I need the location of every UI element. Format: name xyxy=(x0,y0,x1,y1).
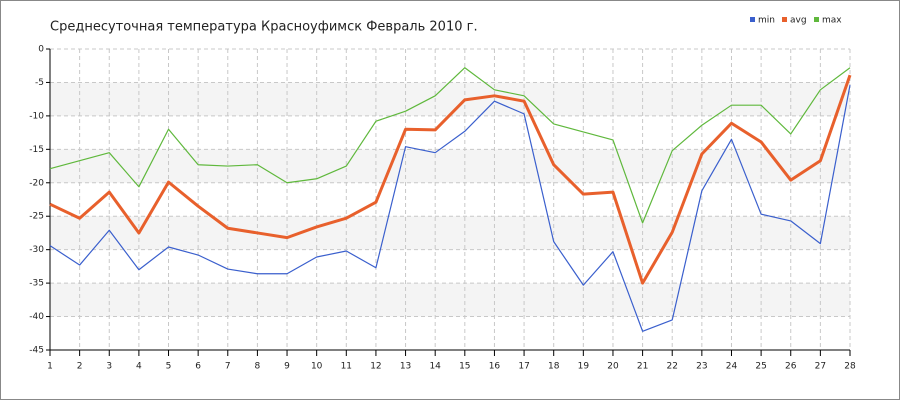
y-tick-label: -40 xyxy=(29,312,44,322)
legend-label: max xyxy=(822,16,842,26)
x-tick-label: 26 xyxy=(785,362,797,372)
x-tick-label: 27 xyxy=(815,362,826,372)
grid-band xyxy=(50,283,850,317)
x-tick-label: 22 xyxy=(666,362,677,372)
x-tick-label: 19 xyxy=(578,362,590,372)
y-tick-label: -20 xyxy=(29,178,44,188)
x-tick-label: 1 xyxy=(47,362,53,372)
x-tick-label: 2 xyxy=(77,362,83,372)
legend-swatch xyxy=(814,17,819,22)
x-tick-label: 28 xyxy=(844,362,856,372)
grid-band xyxy=(50,216,850,250)
series-line xyxy=(49,74,852,285)
series-line xyxy=(49,67,851,224)
x-tick-label: 3 xyxy=(106,362,112,372)
x-tick-label: 8 xyxy=(255,362,261,372)
y-tick-label: -25 xyxy=(29,212,44,222)
y-tick-label: -30 xyxy=(29,245,44,255)
x-tick-label: 6 xyxy=(195,362,201,372)
x-tick-label: 10 xyxy=(311,362,323,372)
y-tick-label: 0 xyxy=(38,45,44,55)
x-tick-label: 24 xyxy=(726,362,738,372)
x-tick-label: 13 xyxy=(400,362,411,372)
x-tick-label: 4 xyxy=(136,362,142,372)
x-tick-label: 17 xyxy=(518,362,529,372)
y-tick-label: -15 xyxy=(29,145,44,155)
chart-title: Среднесуточная температура Красноуфимск … xyxy=(50,20,478,35)
x-tick-label: 12 xyxy=(370,362,381,372)
grid-band xyxy=(50,82,850,116)
x-tick-label: 11 xyxy=(341,362,352,372)
x-tick-label: 14 xyxy=(429,362,441,372)
x-tick-label: 21 xyxy=(637,362,648,372)
grid-band xyxy=(50,149,850,183)
x-tick-label: 25 xyxy=(755,362,766,372)
y-tick-label: -10 xyxy=(29,111,44,121)
y-tick-label: -35 xyxy=(29,279,44,289)
legend-label: avg xyxy=(790,16,807,26)
x-tick-label: 23 xyxy=(696,362,707,372)
x-tick-label: 9 xyxy=(284,362,290,372)
legend-label: min xyxy=(758,16,775,26)
x-tick-label: 7 xyxy=(225,362,231,372)
y-tick-label: -45 xyxy=(29,346,44,356)
series-line xyxy=(49,85,851,332)
legend-swatch xyxy=(782,17,787,22)
x-tick-label: 18 xyxy=(548,362,560,372)
x-tick-label: 15 xyxy=(459,362,470,372)
legend-swatch xyxy=(750,17,755,22)
x-tick-label: 5 xyxy=(166,362,172,372)
x-tick-label: 16 xyxy=(489,362,501,372)
y-tick-label: -5 xyxy=(35,78,44,88)
x-tick-label: 20 xyxy=(607,362,619,372)
